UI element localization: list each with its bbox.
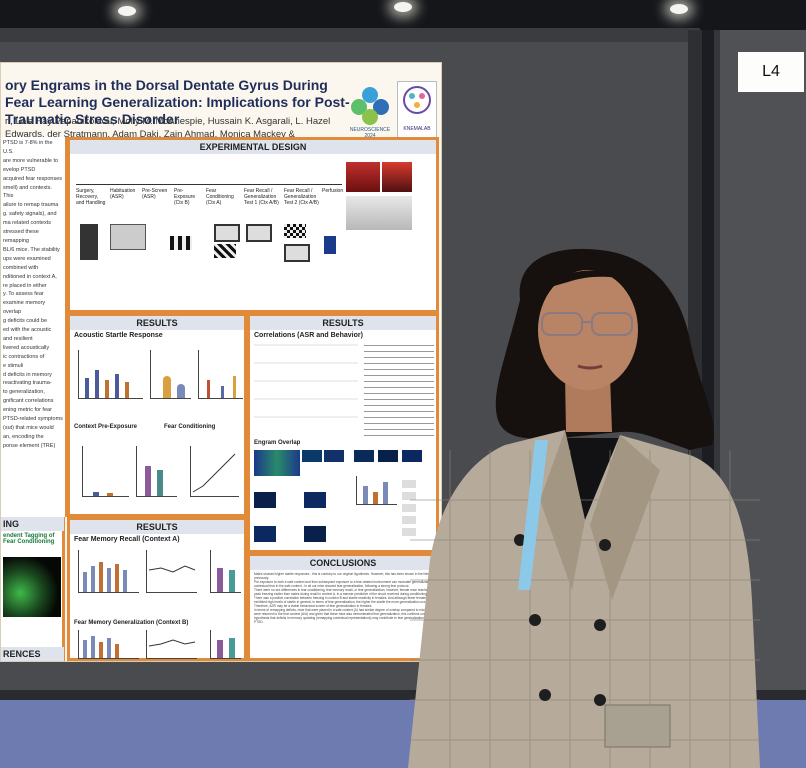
mouth bbox=[577, 364, 603, 370]
conclusions-text: Males showed higher startle responses - … bbox=[254, 572, 436, 624]
recall-summary-plot bbox=[210, 550, 241, 593]
brain-slice-image bbox=[378, 450, 398, 462]
correlation-grid bbox=[254, 344, 358, 434]
context-pattern bbox=[284, 224, 306, 238]
vial-icon bbox=[324, 236, 336, 254]
overlap-bar-plot bbox=[356, 476, 397, 505]
recall-line-plot bbox=[146, 550, 197, 593]
results-header: RESULTS bbox=[250, 316, 436, 330]
brain-slice-image bbox=[302, 450, 322, 462]
intro-text: PTSD is 7-8% in the U.S. are more vulnera… bbox=[3, 140, 63, 449]
generalization-summary-plot bbox=[210, 630, 241, 659]
ceiling-light bbox=[118, 6, 136, 16]
acoustic-startle-subheading: Acoustic Startle Response bbox=[74, 332, 163, 339]
context-box bbox=[246, 224, 272, 242]
results-panel: RESULTS Correlations (ASR and Behavior) … bbox=[247, 313, 439, 553]
poster-title: ory Engrams in the Dorsal Dentate Gyrus … bbox=[5, 77, 350, 127]
fear-conditioning-subheading: Fear Conditioning bbox=[164, 424, 216, 430]
brain-slice-image bbox=[354, 450, 374, 462]
brain-slice-image bbox=[254, 450, 300, 476]
conditioning-curve bbox=[190, 446, 239, 497]
correlations-subheading: Correlations (ASR and Behavior) bbox=[254, 332, 363, 339]
experimental-design-panel: EXPERIMENTAL DESIGN Surgery, Recovery, a… bbox=[67, 137, 439, 313]
neuroscience-logo: NEUROSCIENCE 2024 bbox=[347, 83, 393, 141]
red-chamber-photo bbox=[346, 162, 380, 192]
lab-logo: KNEMALAB bbox=[397, 81, 437, 141]
brain-slice-image bbox=[324, 450, 344, 462]
results-header: RESULTS bbox=[70, 316, 244, 330]
brain-slice-image bbox=[254, 492, 276, 508]
research-poster: ory Engrams in the Dorsal Dentate Gyrus … bbox=[0, 62, 442, 662]
startle-violin-plot bbox=[150, 350, 191, 399]
face bbox=[538, 270, 638, 390]
board-frame bbox=[0, 28, 700, 42]
brain-slice-image bbox=[304, 526, 326, 542]
overlap-legend bbox=[402, 476, 416, 536]
startle-plot bbox=[78, 350, 143, 399]
blazer-lapel bbox=[590, 435, 660, 600]
correlation-notes bbox=[364, 342, 434, 436]
generalization-line-plot bbox=[146, 630, 197, 659]
blazer-buttons bbox=[514, 534, 611, 706]
gfp-micrograph bbox=[3, 557, 61, 617]
design-header: EXPERIMENTAL DESIGN bbox=[70, 140, 436, 154]
brain-slice-image bbox=[402, 450, 422, 462]
results-panel: RESULTS Acoustic Startle Response Contex… bbox=[67, 313, 247, 517]
blazer-pocket bbox=[604, 704, 671, 748]
context-pattern bbox=[214, 244, 236, 258]
generalization-bar-plot bbox=[78, 630, 139, 659]
fear-generalization-subheading: Fear Memory Generalization (Context B) bbox=[74, 620, 189, 626]
intro-column: PTSD is 7-8% in the U.S. are more vulnera… bbox=[1, 137, 68, 517]
context-box bbox=[284, 244, 310, 262]
tagging-panel: ING endent Tagging of Fear Conditioning bbox=[1, 517, 65, 647]
startle-chamber-photo bbox=[110, 224, 146, 250]
plaid-blazer bbox=[408, 430, 760, 768]
neck bbox=[565, 375, 612, 432]
brain-slice-image bbox=[304, 492, 326, 508]
recall-bar-plot bbox=[78, 550, 139, 593]
lanyard bbox=[518, 440, 548, 590]
freezing-plot bbox=[136, 446, 177, 497]
tagging-header: ING bbox=[1, 517, 64, 531]
context-pattern bbox=[170, 236, 192, 250]
booth-number-label: L4 bbox=[738, 52, 804, 92]
lab-caption: KNEMALAB bbox=[403, 126, 431, 132]
conference-caption: NEUROSCIENCE 2024 bbox=[349, 127, 391, 139]
glasses bbox=[541, 312, 633, 336]
results-panel: RESULTS Fear Memory Recall (Context A) F… bbox=[67, 517, 247, 661]
setup-photo bbox=[346, 196, 412, 230]
conclusions-header: CONCLUSIONS bbox=[250, 556, 436, 570]
brain-slice-image bbox=[254, 526, 276, 542]
engram-overlap-subheading: Engram Overlap bbox=[254, 440, 301, 446]
context-box bbox=[214, 224, 240, 242]
references-panel: RENCES bbox=[1, 647, 65, 661]
fear-recall-subheading: Fear Memory Recall (Context A) bbox=[74, 536, 180, 543]
blazer-lapel bbox=[540, 430, 585, 590]
ceiling-light bbox=[670, 4, 688, 14]
ceiling-light bbox=[394, 2, 412, 12]
startle-dot-plot bbox=[198, 350, 243, 399]
apparatus-photo bbox=[80, 224, 98, 260]
conclusions-panel: CONCLUSIONS Males showed higher startle … bbox=[247, 553, 439, 661]
tagging-subheading: endent Tagging of Fear Conditioning bbox=[3, 533, 55, 545]
pre-exposure-plot bbox=[82, 446, 129, 497]
design-timeline: Surgery, Recovery, and Handling Habituat… bbox=[76, 170, 343, 206]
red-chamber-photo bbox=[382, 162, 412, 192]
references-header: RENCES bbox=[1, 647, 64, 661]
context-pre-exposure-subheading: Context Pre-Exposure bbox=[74, 424, 138, 430]
results-header: RESULTS bbox=[70, 520, 244, 534]
